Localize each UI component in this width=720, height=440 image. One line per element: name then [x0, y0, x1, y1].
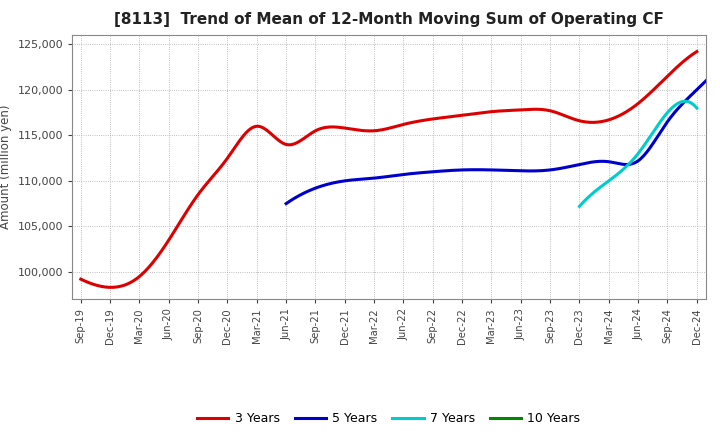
Y-axis label: Amount (million yen): Amount (million yen)	[0, 105, 12, 229]
Title: [8113]  Trend of Mean of 12-Month Moving Sum of Operating CF: [8113] Trend of Mean of 12-Month Moving …	[114, 12, 664, 27]
Legend: 3 Years, 5 Years, 7 Years, 10 Years: 3 Years, 5 Years, 7 Years, 10 Years	[192, 407, 585, 430]
